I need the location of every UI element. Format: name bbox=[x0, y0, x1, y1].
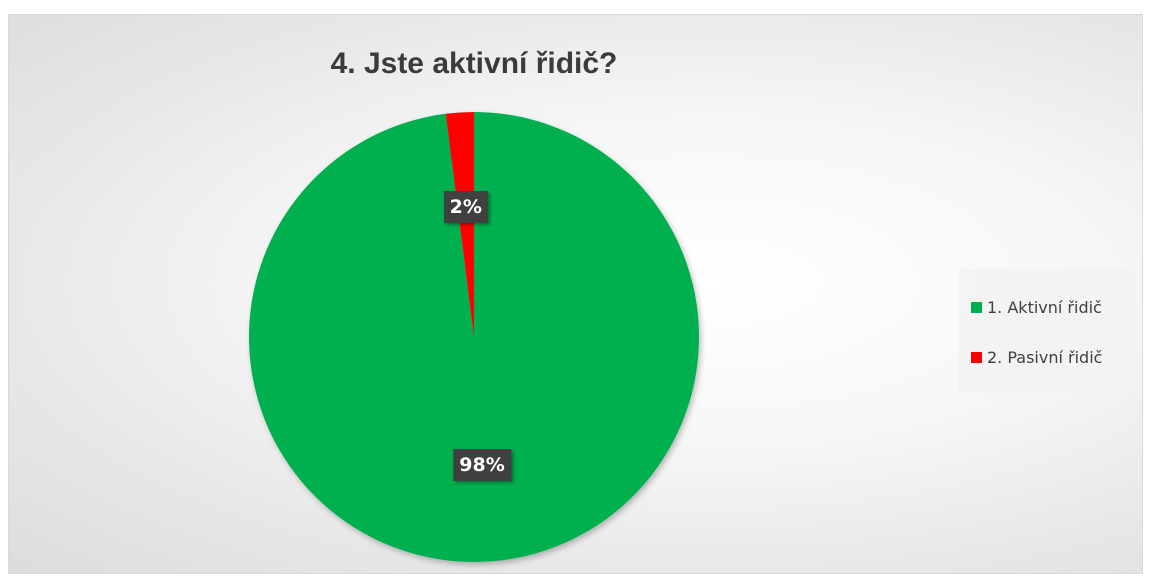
legend: 1. Aktivní řidič 2. Pasivní řidič bbox=[959, 269, 1135, 393]
chart-area: 4. Jste aktivní řidič? 98% 2% 1. Aktivní … bbox=[8, 14, 1143, 574]
legend-item-pasivni: 2. Pasivní řidič bbox=[971, 348, 1102, 367]
legend-label-aktivni: 1. Aktivní řidič bbox=[987, 298, 1102, 317]
pie-slice-pasivni bbox=[445, 112, 474, 337]
legend-item-aktivni: 1. Aktivní řidič bbox=[971, 298, 1102, 317]
legend-label-pasivni: 2. Pasivní řidič bbox=[987, 348, 1103, 367]
legend-swatch-aktivni bbox=[971, 302, 982, 313]
legend-swatch-pasivni bbox=[971, 352, 982, 363]
data-label-aktivni: 98% bbox=[453, 448, 511, 481]
chart-title: 4. Jste aktivní řidič? bbox=[330, 47, 618, 80]
pie-chart bbox=[248, 112, 699, 562]
pie-slice-aktivni bbox=[248, 112, 699, 562]
data-label-pasivni: 2% bbox=[443, 190, 488, 223]
